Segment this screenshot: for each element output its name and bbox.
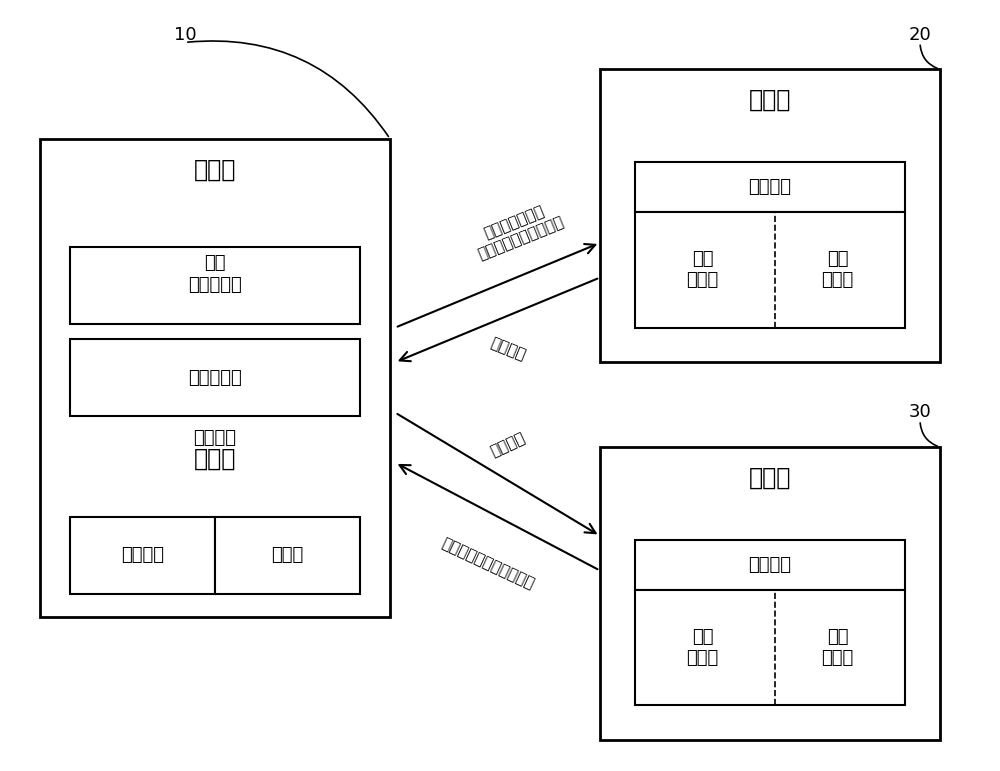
Bar bbox=[70, 517, 215, 594]
Bar bbox=[600, 69, 940, 362]
Text: 加入聊天室、选择用户组: 加入聊天室、选择用户组 bbox=[439, 536, 536, 592]
Text: 成员用户: 成员用户 bbox=[121, 546, 164, 564]
Bar bbox=[215, 517, 360, 594]
Text: 10: 10 bbox=[174, 25, 196, 44]
Text: 客户端: 客户端 bbox=[749, 88, 791, 113]
Text: 聊天内容: 聊天内容 bbox=[488, 335, 527, 363]
Text: 聊天内容: 聊天内容 bbox=[748, 556, 792, 574]
Bar bbox=[40, 139, 390, 617]
Bar bbox=[70, 339, 360, 416]
Text: 客户端: 客户端 bbox=[749, 466, 791, 490]
Text: 20: 20 bbox=[909, 25, 931, 44]
Text: 30: 30 bbox=[909, 403, 931, 422]
Bar bbox=[600, 447, 940, 740]
Text: 用户组: 用户组 bbox=[271, 546, 304, 564]
Text: 第二用户组: 第二用户组 bbox=[188, 369, 242, 387]
Text: 第二
用户组: 第二 用户组 bbox=[821, 628, 854, 667]
Text: 第一
用户组: 第一 用户组 bbox=[686, 251, 719, 289]
Text: 第一用户组: 第一用户组 bbox=[188, 276, 242, 295]
Bar bbox=[70, 247, 360, 324]
Text: 第二
用户组: 第二 用户组 bbox=[821, 251, 854, 289]
Bar bbox=[635, 162, 905, 212]
Text: 服务器: 服务器 bbox=[194, 446, 236, 470]
Text: 聊天室创建请求
（第一、第二用户组）: 聊天室创建请求 （第一、第二用户组） bbox=[469, 198, 566, 262]
Text: 聊天内容: 聊天内容 bbox=[488, 429, 527, 459]
Text: 对应关系: 对应关系 bbox=[194, 429, 237, 446]
Text: 信息: 信息 bbox=[204, 254, 226, 272]
Text: 第一
用户组: 第一 用户组 bbox=[686, 628, 719, 667]
Text: 聊天内容: 聊天内容 bbox=[748, 178, 792, 196]
Bar bbox=[635, 590, 905, 705]
Bar bbox=[635, 540, 905, 590]
Bar bbox=[635, 212, 905, 328]
Text: 服务器: 服务器 bbox=[194, 157, 236, 182]
